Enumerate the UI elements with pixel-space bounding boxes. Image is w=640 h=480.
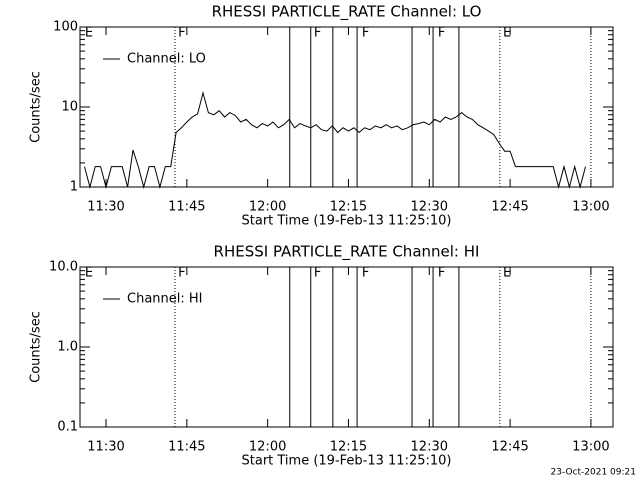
marker-annotation: E (503, 26, 511, 41)
marker-annotation: F (314, 26, 321, 41)
y-tick-label: 1 (70, 180, 78, 195)
y-tick-label: 100 (53, 20, 78, 35)
x-tick-label: 12:00 (249, 440, 286, 455)
x-tick-label: 12:00 (249, 200, 286, 215)
y-tick-label: 1.0 (57, 340, 78, 355)
x-tick-label: 13:00 (572, 440, 609, 455)
footer-stamp: 23-Oct-2021 09:21 (551, 468, 636, 478)
x-tick-label: 11:30 (87, 440, 124, 455)
marker-annotation: E (85, 266, 93, 281)
plot-frame (79, 26, 614, 188)
marker-annotation: F (314, 266, 321, 281)
y-tick-label: 10 (61, 100, 78, 115)
marker-annotation: F (362, 26, 369, 41)
y-axis-label: Counts/sec (29, 71, 44, 143)
x-tick-label: 11:45 (168, 200, 205, 215)
chart-title: RHESSI PARTICLE_RATE Channel: HI (214, 243, 480, 262)
marker-annotation: F (178, 266, 185, 281)
marker-annotation: F (438, 266, 445, 281)
x-tick-label: 11:45 (168, 440, 205, 455)
x-tick-label: 12:45 (491, 200, 528, 215)
y-tick-label: 10.0 (49, 260, 78, 275)
x-axis-label: Start Time (19-Feb-13 11:25:10) (242, 454, 452, 469)
legend-label: Channel: HI (127, 292, 203, 307)
x-tick-label: 12:30 (411, 440, 448, 455)
x-tick-label: 12:15 (330, 440, 367, 455)
chart-title: RHESSI PARTICLE_RATE Channel: LO (212, 3, 482, 22)
x-tick-label: 12:30 (411, 200, 448, 215)
marker-annotation: F (438, 26, 445, 41)
y-tick-label: 0.1 (57, 420, 78, 435)
x-tick-label: 12:45 (491, 440, 528, 455)
marker-annotation: E (503, 266, 511, 281)
plot-frame (79, 266, 614, 428)
marker-annotation: F (178, 26, 185, 41)
x-tick-label: 12:15 (330, 200, 367, 215)
x-axis-label: Start Time (19-Feb-13 11:25:10) (242, 214, 452, 229)
x-tick-label: 11:30 (87, 200, 124, 215)
x-tick-label: 13:00 (572, 200, 609, 215)
marker-annotation: F (362, 266, 369, 281)
data-line (84, 90, 586, 189)
y-axis-label: Counts/sec (29, 311, 44, 383)
marker-annotation: E (85, 26, 93, 41)
legend-label: Channel: LO (127, 52, 206, 67)
